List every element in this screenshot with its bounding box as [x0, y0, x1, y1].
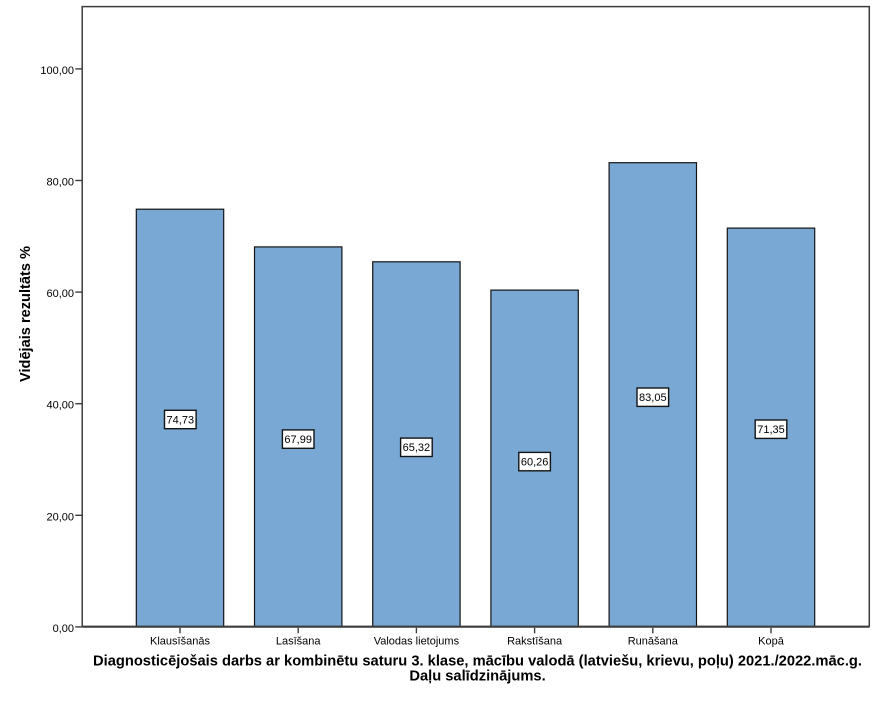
svg-text:20,00: 20,00 [46, 511, 74, 523]
svg-text:74,73: 74,73 [167, 414, 195, 426]
svg-text:Daļu salīdzinājums.: Daļu salīdzinājums. [409, 669, 545, 685]
svg-text:40,00: 40,00 [46, 400, 74, 412]
svg-text:Diagnosticējošais darbs ar kom: Diagnosticējošais darbs ar kombinētu sat… [93, 654, 862, 670]
svg-text:Runāšana: Runāšana [628, 636, 679, 648]
svg-text:Valodas lietojums: Valodas lietojums [374, 636, 460, 648]
svg-text:60,26: 60,26 [521, 457, 549, 469]
svg-text:65,32: 65,32 [403, 442, 431, 454]
svg-text:Lasīšana: Lasīšana [276, 636, 322, 648]
svg-text:Vidējais rezultāts %: Vidējais rezultāts % [18, 246, 34, 382]
svg-text:83,05: 83,05 [639, 392, 667, 404]
svg-text:80,00: 80,00 [46, 177, 74, 189]
svg-text:Kopā: Kopā [758, 636, 785, 648]
svg-text:Klausīšanās: Klausīšanās [150, 636, 210, 648]
svg-text:60,00: 60,00 [46, 288, 74, 300]
svg-text:Rakstīšana: Rakstīšana [507, 636, 563, 648]
svg-text:0,00: 0,00 [53, 623, 74, 635]
svg-text:71,35: 71,35 [757, 424, 785, 436]
svg-text:67,99: 67,99 [284, 434, 312, 446]
svg-text:100,00: 100,00 [40, 65, 74, 77]
